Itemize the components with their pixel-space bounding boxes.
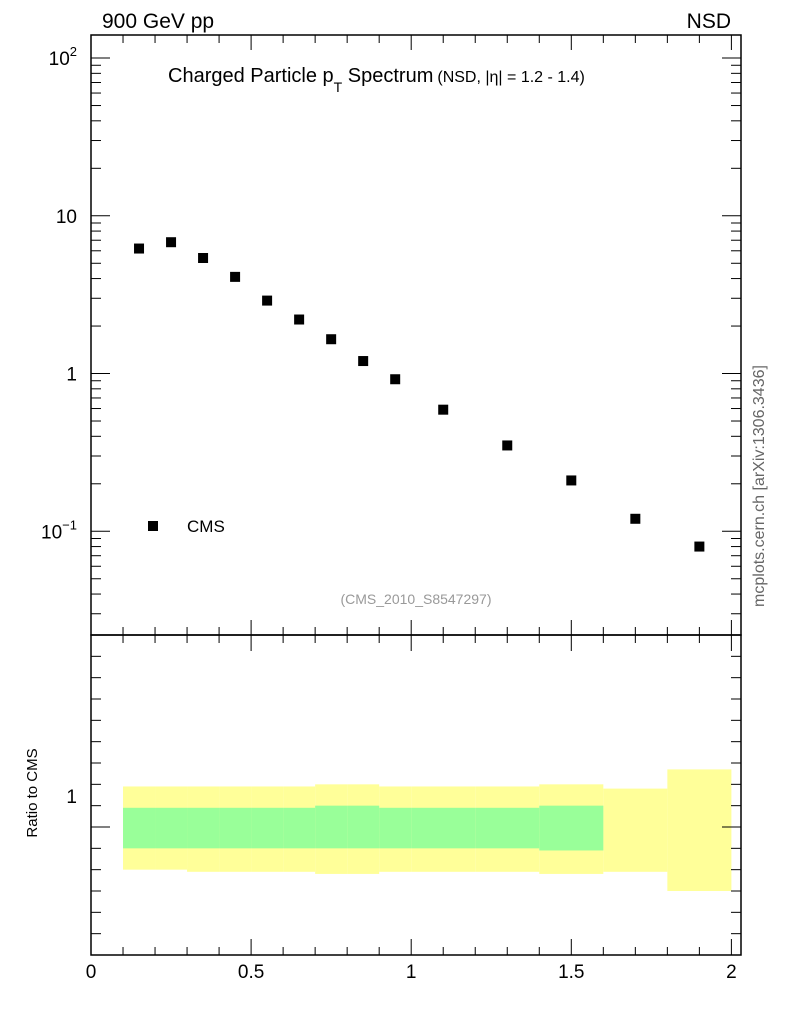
ratio-panel: 1 Ratio to CMS 0 0.5 1 1.5 2 — [24, 634, 742, 983]
cms-data-point — [502, 440, 513, 451]
main-y-tick-label: 102 — [49, 44, 77, 70]
ratio-band-stat — [411, 807, 476, 849]
x-tick-label: 0 — [86, 962, 97, 983]
cms-data-point — [566, 475, 577, 486]
legend: CMS — [148, 517, 225, 536]
x-tick-labels: 0 0.5 1 1.5 2 — [86, 962, 737, 983]
ratio-bands — [123, 769, 732, 891]
cms-data-point — [438, 404, 449, 415]
cms-data-point — [230, 271, 241, 282]
cms-data-point — [694, 541, 705, 552]
header-left-label: 900 GeV pp — [102, 10, 214, 33]
cms-data-point — [358, 356, 369, 367]
main-y-tick-label: 10 — [56, 207, 77, 228]
main-y-tick-label-exponent: −1 — [62, 517, 77, 532]
main-axis-ticks — [90, 35, 741, 635]
side-label: mcplots.cern.ch [arXiv:1306.3436] — [751, 365, 768, 607]
main-y-tick-label-base: 10 — [41, 522, 62, 543]
ratio-band-stat — [539, 805, 604, 851]
main-y-tick-label-exponent: 2 — [70, 44, 77, 59]
ratio-y-axis-label: Ratio to CMS — [24, 748, 41, 837]
ratio-band-total — [603, 788, 668, 872]
main-y-tick-label: 10−1 — [41, 517, 77, 543]
x-tick-label: 1.5 — [558, 962, 584, 983]
ratio-panel-frame — [90, 634, 742, 956]
cms-data-point — [134, 243, 145, 254]
main-panel-frame — [90, 34, 742, 636]
ratio-band-stat — [283, 807, 316, 849]
cms-data-point — [198, 253, 209, 264]
ratio-y-tick-label-1: 1 — [66, 787, 77, 808]
plot-title-rest: Spectrum — [342, 65, 433, 87]
ratio-band-stat — [219, 807, 252, 849]
ratio-band-total — [667, 769, 732, 891]
ratio-band-stat — [251, 807, 284, 849]
ratio-band-stat — [187, 807, 220, 849]
ratio-band-stat — [475, 807, 540, 849]
main-y-tick-label: 1 — [66, 365, 77, 386]
cms-data-point — [630, 513, 641, 524]
header-right-label: NSD — [687, 10, 731, 33]
main-panel: Charged Particle pT Spectrum (NSD, |η| = … — [41, 34, 742, 636]
plot-title-qualifier: (NSD, |η| = 1.2 - 1.4) — [437, 69, 584, 86]
cms-data-point — [262, 295, 273, 306]
ratio-band-stat — [315, 805, 348, 849]
plot-title-main: Charged Particle p — [168, 65, 334, 87]
plot-title-subscript: T — [334, 79, 343, 95]
main-y-tick-label-base: 10 — [49, 49, 70, 70]
ratio-axis-ticks — [90, 635, 741, 955]
ratio-band-stat — [155, 807, 188, 849]
legend-marker-cms — [148, 521, 158, 531]
x-tick-label: 0.5 — [238, 962, 264, 983]
ratio-band-stat — [379, 807, 412, 849]
ratio-band-stat — [347, 805, 380, 849]
main-y-tick-label-base: 10 — [56, 207, 77, 228]
main-y-tick-label-base: 1 — [66, 365, 77, 386]
ratio-band-stat — [123, 807, 156, 849]
analysis-id-label: (CMS_2010_S8547297) — [341, 591, 492, 607]
cms-data-point — [166, 237, 177, 248]
cms-data-point — [326, 334, 337, 345]
cms-data-point — [294, 314, 305, 325]
x-tick-label: 2 — [726, 962, 737, 983]
plot-title: Charged Particle pT Spectrum (NSD, |η| = … — [168, 65, 585, 95]
cms-data-point — [390, 374, 401, 385]
cms-data-points — [134, 237, 705, 552]
x-tick-label: 1 — [406, 962, 417, 983]
legend-label-cms: CMS — [187, 517, 225, 536]
